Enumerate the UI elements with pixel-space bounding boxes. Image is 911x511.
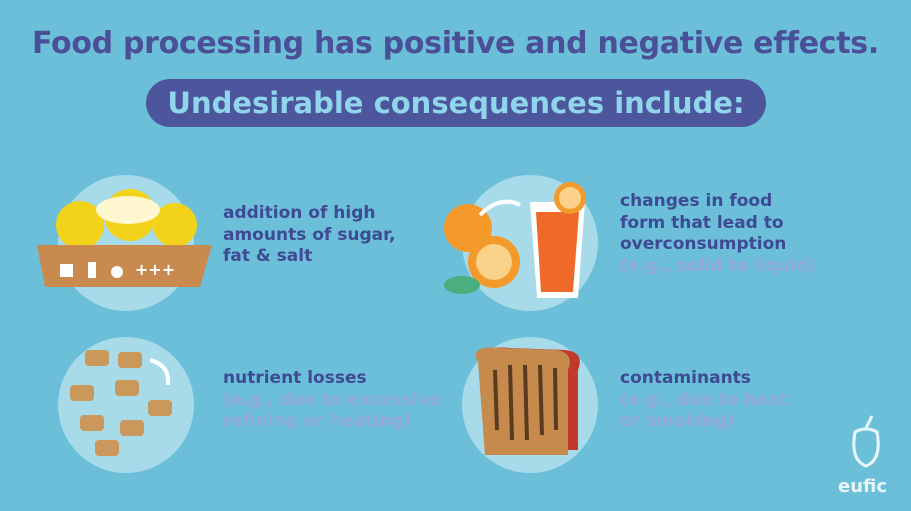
item-text: overconsumption — [620, 234, 787, 254]
subtitle: Undesirable consequences include: — [146, 79, 766, 127]
item: addition of high amounts of sugar, fat & s… — [223, 203, 395, 268]
juice-icon — [444, 182, 586, 298]
item: contaminants (e.g., due to heat or smoking… — [620, 368, 787, 433]
item-text: fat & salt — [223, 246, 313, 266]
item-text: amounts of sugar, — [223, 224, 396, 245]
item-note: (e.g., due to heat — [620, 389, 788, 410]
title: Food processing has positive and negativ… — [32, 26, 879, 61]
pasta-box-icon: +++ — [37, 189, 212, 287]
logo-icon — [852, 415, 880, 468]
item: changes in food form that lead to overcons… — [620, 191, 816, 277]
item-text: addition of high — [223, 203, 376, 223]
logo: eufic — [838, 476, 888, 497]
toast-icon — [475, 347, 580, 455]
icon-label: +++ — [135, 260, 175, 279]
item-text: nutrient losses — [223, 368, 367, 388]
item-text: contaminants — [620, 368, 751, 388]
item-text: changes in food — [620, 191, 773, 211]
item-note: refining or heating) — [223, 411, 411, 431]
item-text: form that lead to — [620, 212, 784, 233]
pasta-icon — [70, 350, 172, 456]
item-note: (e.g., solid to liquid) — [620, 255, 816, 276]
item-note: or smoking) — [620, 411, 735, 431]
item-note: (e.g., due to excessive — [223, 389, 440, 410]
item: nutrient losses (e.g., due to excessive re… — [223, 368, 440, 433]
